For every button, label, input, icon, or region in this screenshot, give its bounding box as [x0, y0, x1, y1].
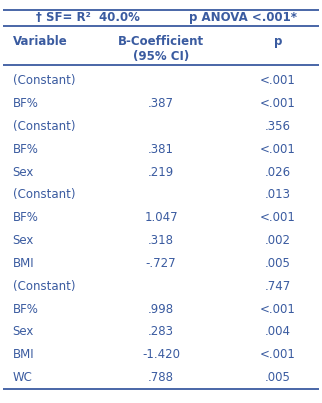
Text: (Constant): (Constant) — [13, 188, 75, 202]
Text: Variable: Variable — [13, 35, 67, 48]
Text: <.001: <.001 — [260, 211, 296, 224]
Text: <.001: <.001 — [260, 97, 296, 110]
Text: BMI: BMI — [13, 348, 34, 361]
Text: (Constant): (Constant) — [13, 74, 75, 87]
Text: .788: .788 — [148, 371, 174, 384]
Text: .747: .747 — [265, 280, 291, 293]
Text: <.001: <.001 — [260, 143, 296, 156]
Text: BF%: BF% — [13, 143, 39, 156]
Text: .005: .005 — [265, 371, 291, 384]
Text: p ANOVA <.001*: p ANOVA <.001* — [189, 11, 297, 24]
Text: -1.420: -1.420 — [142, 348, 180, 361]
Text: <.001: <.001 — [260, 74, 296, 87]
Text: .387: .387 — [148, 97, 174, 110]
Text: B-Coefficient: B-Coefficient — [118, 35, 204, 48]
Text: .998: .998 — [148, 303, 174, 316]
Text: .026: .026 — [265, 166, 291, 179]
Text: p: p — [274, 35, 282, 48]
Text: WC: WC — [13, 371, 33, 384]
Text: <.001: <.001 — [260, 348, 296, 361]
Text: .219: .219 — [148, 166, 174, 179]
Text: (Constant): (Constant) — [13, 120, 75, 133]
Text: BF%: BF% — [13, 97, 39, 110]
Text: BF%: BF% — [13, 303, 39, 316]
Text: Sex: Sex — [13, 234, 34, 247]
Text: (Constant): (Constant) — [13, 280, 75, 293]
Text: (95% CI): (95% CI) — [133, 50, 189, 62]
Text: .356: .356 — [265, 120, 291, 133]
Text: .381: .381 — [148, 143, 174, 156]
Text: .004: .004 — [265, 326, 291, 339]
Text: Sex: Sex — [13, 166, 34, 179]
Text: BMI: BMI — [13, 257, 34, 270]
Text: † SF= R²  40.0%: † SF= R² 40.0% — [36, 11, 140, 24]
Text: -.727: -.727 — [146, 257, 176, 270]
Text: .013: .013 — [265, 188, 291, 202]
Text: .283: .283 — [148, 326, 174, 339]
Text: 1.047: 1.047 — [144, 211, 178, 224]
Text: .002: .002 — [265, 234, 291, 247]
Text: .318: .318 — [148, 234, 174, 247]
Text: BF%: BF% — [13, 211, 39, 224]
Text: Sex: Sex — [13, 326, 34, 339]
Text: <.001: <.001 — [260, 303, 296, 316]
Text: .005: .005 — [265, 257, 291, 270]
